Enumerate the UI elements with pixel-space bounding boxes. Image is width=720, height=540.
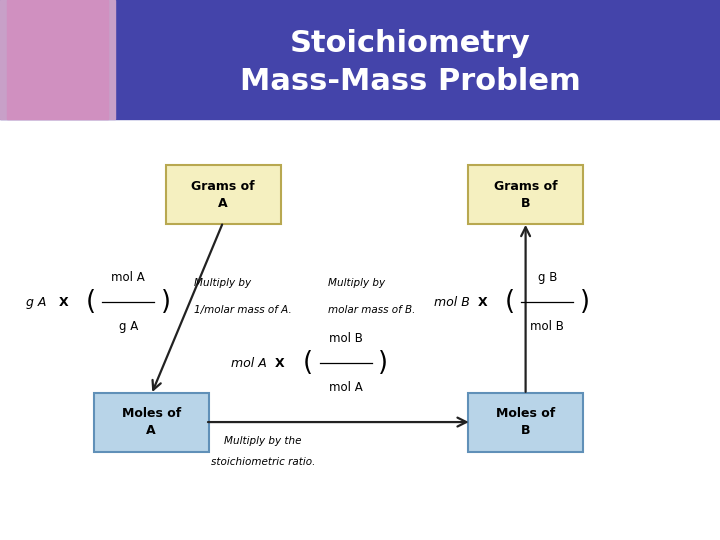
FancyBboxPatch shape xyxy=(468,393,583,451)
Text: stoichiometric ratio.: stoichiometric ratio. xyxy=(211,457,315,467)
Text: Moles of
B: Moles of B xyxy=(496,407,555,437)
Text: ): ) xyxy=(161,289,171,315)
Text: Grams of
B: Grams of B xyxy=(494,180,557,210)
Text: Multiply by: Multiply by xyxy=(328,278,384,288)
Text: mol A: mol A xyxy=(230,356,266,369)
Text: molar mass of B.: molar mass of B. xyxy=(328,306,415,315)
Text: Mass-Mass Problem: Mass-Mass Problem xyxy=(240,66,581,96)
FancyBboxPatch shape xyxy=(166,165,281,224)
Text: Stoichiometry: Stoichiometry xyxy=(290,29,531,58)
Text: mol A: mol A xyxy=(112,271,145,284)
Text: X: X xyxy=(58,295,68,308)
Text: mol B: mol B xyxy=(434,295,470,308)
Text: X: X xyxy=(477,295,487,308)
Text: mol B: mol B xyxy=(328,332,363,345)
Text: mol A: mol A xyxy=(329,381,362,394)
Text: ): ) xyxy=(580,289,590,315)
Text: ): ) xyxy=(378,350,388,376)
Text: (: ( xyxy=(303,350,313,376)
Text: Multiply by: Multiply by xyxy=(194,278,251,288)
Text: g B: g B xyxy=(538,271,557,284)
Text: X: X xyxy=(274,356,284,369)
Text: (: ( xyxy=(86,289,96,315)
FancyBboxPatch shape xyxy=(468,165,583,224)
Text: Multiply by the: Multiply by the xyxy=(224,436,302,446)
Text: g A: g A xyxy=(26,295,46,308)
Text: mol B: mol B xyxy=(530,320,564,333)
Text: Grams of
A: Grams of A xyxy=(192,180,255,210)
Text: Moles of
A: Moles of A xyxy=(122,407,181,437)
Text: 1/molar mass of A.: 1/molar mass of A. xyxy=(194,306,292,315)
Text: g A: g A xyxy=(119,320,138,333)
FancyBboxPatch shape xyxy=(94,393,209,451)
Text: (: ( xyxy=(505,289,515,315)
